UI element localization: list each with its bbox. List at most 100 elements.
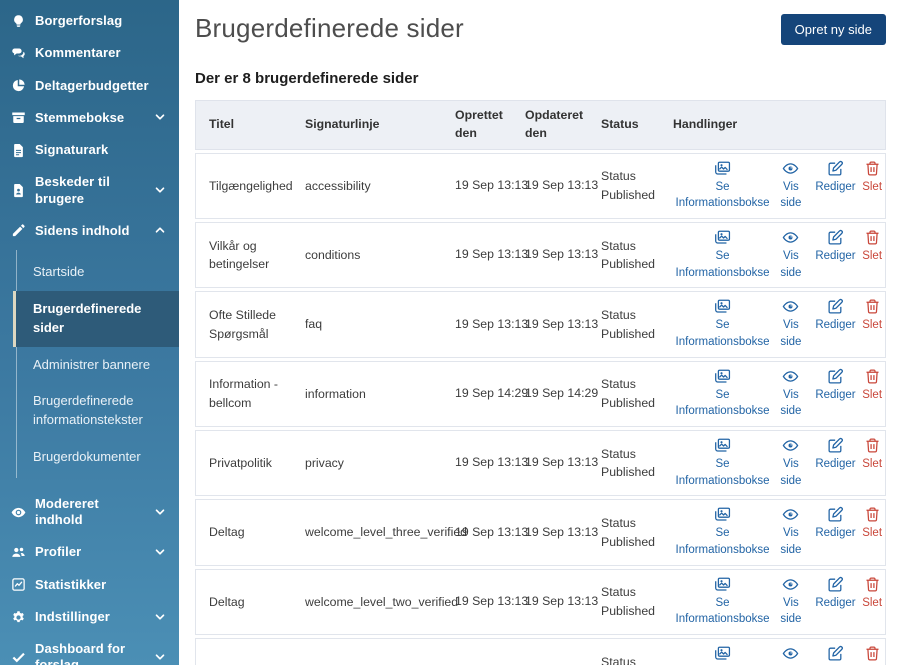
sidebar-item-statistikker[interactable]: Statistikker [0, 569, 179, 601]
action-rediger[interactable]: Rediger [810, 576, 862, 612]
action-label: Slet [862, 458, 883, 471]
cell-handlinger: Se Informationsbokse Vis side Rediger Slet [673, 362, 885, 426]
trash-icon [864, 229, 881, 248]
action-se-informationsbokse[interactable]: Se Informationsbokse [673, 645, 772, 665]
action-slet[interactable]: Slet [861, 645, 883, 665]
images-icon [714, 506, 731, 525]
pencil-icon [10, 223, 26, 238]
cell-status: Status Published [601, 585, 656, 618]
action-vis-side[interactable]: Vis side [772, 576, 810, 628]
action-se-informationsbokse[interactable]: Se Informationsbokse [673, 298, 772, 350]
submenu-indent-line [16, 250, 17, 478]
cell-signaturlinje: welcome_level_two_verified [305, 594, 459, 609]
table-row: Ofte Stillede Spørgsmål faq 19 Sep 13:13 19… [195, 291, 886, 358]
sidebar-item-sidens-indhold[interactable]: Sidens indhold [0, 215, 179, 247]
action-slet[interactable]: Slet [861, 506, 883, 542]
action-rediger[interactable]: Rediger [810, 506, 862, 542]
sidebar-item-dashboard-for-forslag[interactable]: Dashboard for forslag [0, 633, 179, 665]
action-vis-side[interactable]: Vis side [772, 229, 810, 281]
action-slet[interactable]: Slet [861, 298, 883, 334]
cell-titel: Tilgængelighed [209, 178, 293, 193]
action-vis-side[interactable]: Vis side [772, 645, 810, 665]
sidebar-item-indstillinger[interactable]: Indstillinger [0, 601, 179, 633]
cell-signaturlinje: information [305, 386, 366, 401]
edit-icon [827, 576, 844, 595]
table-row: Privatpolitik privacy 19 Sep 13:13 19 Sep 1… [195, 430, 886, 497]
sidebar-subitem-administrer-bannere[interactable]: Administrer bannere [33, 356, 151, 372]
action-label: Se Informationsbokse [675, 527, 770, 557]
action-rediger[interactable]: Rediger [810, 437, 862, 473]
action-slet[interactable]: Slet [861, 576, 883, 612]
action-label: Se Informationsbokse [675, 388, 770, 418]
cell-status: Status Published [601, 238, 656, 272]
action-rediger[interactable]: Rediger [810, 368, 862, 404]
create-page-button[interactable]: Opret ny side [780, 14, 886, 45]
table-row: Deltag welcome_level_three_verified 19 Sep… [195, 499, 886, 566]
cell-signaturlinje: conditions [305, 247, 361, 262]
sidebar-item-profiler[interactable]: Profiler [0, 536, 179, 568]
action-label: Vis side [780, 596, 802, 626]
results-summary: Der er 8 brugerdefinerede sider [195, 70, 419, 87]
table-header-row: Titel Signaturlinje Oprettet den Opdateret … [195, 100, 886, 150]
chevron-down-icon [154, 651, 167, 664]
action-se-informationsbokse[interactable]: Se Informationsbokse [673, 229, 772, 281]
edit-icon [827, 437, 844, 456]
cell-titel: Deltag [209, 525, 245, 540]
trash-icon [864, 160, 881, 179]
action-vis-side[interactable]: Vis side [772, 368, 810, 420]
action-label: Vis side [780, 458, 802, 487]
sidebar-item-beskeder-til-brugere[interactable]: Beskeder til brugere [0, 166, 179, 215]
sidebar-item-borgerforslag[interactable]: Borgerforslag [0, 5, 179, 37]
action-se-informationsbokse[interactable]: Se Informationsbokse [673, 160, 772, 212]
sidebar-item-signaturark[interactable]: Signaturark [0, 134, 179, 166]
sidebar-item-kommentarer[interactable]: Kommentarer [0, 37, 179, 69]
table-row: Information - bellcom information 19 Sep 1… [195, 360, 886, 428]
action-vis-side[interactable]: Vis side [772, 506, 810, 558]
edit-icon [827, 506, 844, 525]
archive-icon [10, 110, 26, 125]
action-rediger[interactable]: Rediger [810, 229, 862, 265]
action-se-informationsbokse[interactable]: Se Informationsbokse [673, 368, 772, 420]
column-header-titel: Titel [209, 117, 235, 132]
action-slet[interactable]: Slet [861, 160, 883, 196]
sidebar-item-label: Dashboard for forslag [35, 641, 126, 665]
sidebar-item-modereret-indhold[interactable]: Modereret indhold [0, 488, 179, 537]
lightbulb-icon [10, 14, 26, 29]
sidebar-subitem-brugerdokumenter[interactable]: Brugerdokumenter [33, 449, 141, 465]
eye-view-icon [782, 645, 799, 664]
sidebar-subitem-startside[interactable]: Startside [33, 264, 85, 279]
action-rediger[interactable]: Rediger [810, 298, 862, 334]
action-slet[interactable]: Slet [861, 368, 883, 404]
action-label: Vis side [780, 388, 802, 418]
cell-status: Status Published [601, 308, 656, 341]
action-vis-side[interactable]: Vis side [772, 160, 810, 212]
action-se-informationsbokse[interactable]: Se Informationsbokse [673, 437, 772, 489]
cell-status: Status Published [601, 169, 656, 202]
cell-signaturlinje: faq [305, 317, 323, 332]
action-vis-side[interactable]: Vis side [772, 298, 810, 350]
sidebar-item-label: Signaturark [35, 142, 109, 157]
action-vis-side[interactable]: Vis side [772, 437, 810, 489]
images-icon [714, 368, 731, 387]
action-rediger[interactable]: Rediger [810, 160, 862, 196]
action-slet[interactable]: Slet [861, 229, 883, 265]
sidebar-item-stemmebokse[interactable]: Stemmebokse [0, 102, 179, 134]
action-se-informationsbokse[interactable]: Se Informationsbokse [673, 576, 772, 628]
sidebar-item-label: Borgerforslag [35, 13, 123, 28]
cell-opdateret: 19 Sep 13:13 [525, 455, 599, 470]
action-label: Rediger [815, 388, 856, 401]
action-rediger[interactable]: Rediger [810, 645, 862, 665]
sidebar-subitem-brugerdefinerede-informationstekster[interactable]: Brugerdefinerede informationstekster [33, 393, 143, 428]
action-slet[interactable]: Slet [861, 437, 883, 473]
action-label: Slet [862, 596, 883, 609]
action-label: Vis side [780, 250, 802, 279]
trash-icon [864, 298, 881, 317]
action-se-informationsbokse[interactable]: Se Informationsbokse [673, 506, 772, 558]
table-body: Tilgængelighed accessibility 19 Sep 13:13 1… [195, 152, 886, 665]
sidebar-subitem-brugerdefinerede-sider[interactable]: Brugerdefinerede sider [13, 290, 179, 347]
sidebar-item-label: Stemmebokse [35, 109, 125, 125]
sidebar-item-deltagerbudgetter[interactable]: Deltagerbudgetter [0, 70, 179, 102]
